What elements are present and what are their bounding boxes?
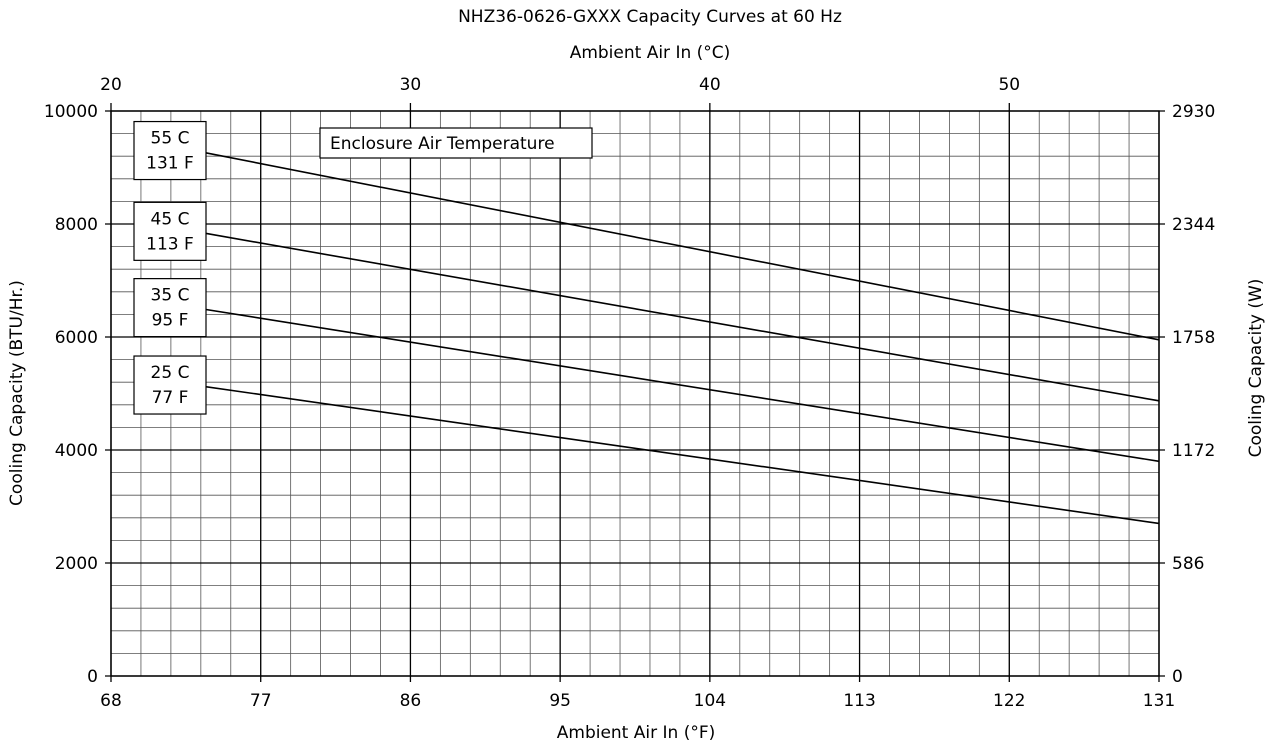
top-tick-label: 20 — [100, 75, 122, 95]
top-tick-label: 30 — [400, 75, 422, 95]
x-tick-label: 86 — [400, 691, 422, 711]
x-tick-label: 113 — [843, 691, 875, 711]
x-tick-label: 104 — [694, 691, 726, 711]
series-line — [194, 230, 1160, 402]
curve-labels: 55 C 131 F 45 C 113 F 35 C 95 F 25 C 77 F — [133, 120, 207, 415]
right-tick-label: 586 — [1172, 554, 1204, 574]
bottom-axis-label: Ambient Air In (°F) — [557, 723, 716, 743]
left-axis-label: Cooling Capacity (BTU/Hr.) — [7, 280, 27, 506]
grid — [105, 103, 1165, 682]
curve-label-frame — [133, 201, 207, 261]
curve-label-fahrenheit: 131 F — [146, 154, 194, 174]
curve-label-frame — [133, 120, 207, 181]
plot-frame — [110, 110, 1160, 677]
curve-label-box: 55 C 131 F — [133, 120, 207, 181]
curve-label-celsius: 55 C — [151, 129, 190, 149]
legend-title: Enclosure Air Temperature — [330, 134, 555, 154]
curve-label-box: 25 C 77 F — [133, 355, 207, 415]
legend-box: Enclosure Air Temperature — [319, 127, 593, 159]
top-tick-label: 40 — [699, 75, 721, 95]
curve-label-box: 35 C 95 F — [133, 278, 207, 338]
curve-label-frame — [133, 355, 207, 415]
curve-label-fahrenheit: 113 F — [146, 234, 194, 254]
x-tick-label: 131 — [1143, 691, 1175, 711]
curve-label-celsius: 35 C — [151, 286, 190, 306]
curve-label-fahrenheit: 77 F — [152, 388, 189, 408]
y-tick-label: 6000 — [55, 328, 98, 348]
y-tick-label: 2000 — [55, 554, 98, 574]
top-tick-label: 50 — [998, 75, 1020, 95]
right-tick-label: 0 — [1172, 667, 1183, 687]
curve-label-celsius: 25 C — [151, 363, 190, 383]
x-tick-label: 95 — [549, 691, 571, 711]
curve-label-fahrenheit: 95 F — [152, 311, 189, 331]
curve-label-box: 45 C 113 F — [133, 201, 207, 261]
series-line — [194, 306, 1160, 463]
x-tick-label: 68 — [100, 691, 122, 711]
y-tick-label: 10000 — [44, 102, 98, 122]
y-tick-label: 8000 — [55, 215, 98, 235]
tick-labels: 68 77 86 95 104 113 122 131 20 30 40 50 0 2000 4000 600… — [44, 75, 1215, 711]
series-line — [194, 384, 1160, 525]
top-axis-label: Ambient Air In (°C) — [570, 43, 731, 63]
series-lines — [194, 149, 1160, 525]
chart-title: NHZ36-0626-GXXX Capacity Curves at 60 Hz — [458, 7, 842, 27]
right-tick-label: 2930 — [1172, 102, 1215, 122]
y-tick-label: 4000 — [55, 441, 98, 461]
x-tick-label: 122 — [993, 691, 1025, 711]
right-tick-label: 1758 — [1172, 328, 1215, 348]
y-tick-label: 0 — [87, 667, 98, 687]
x-tick-label: 77 — [250, 691, 272, 711]
curve-label-frame — [133, 278, 207, 338]
right-tick-label: 2344 — [1172, 215, 1215, 235]
right-axis-label: Cooling Capacity (W) — [1246, 279, 1266, 458]
series-line — [194, 149, 1160, 341]
curve-label-celsius: 45 C — [151, 209, 190, 229]
right-tick-label: 1172 — [1172, 441, 1215, 461]
